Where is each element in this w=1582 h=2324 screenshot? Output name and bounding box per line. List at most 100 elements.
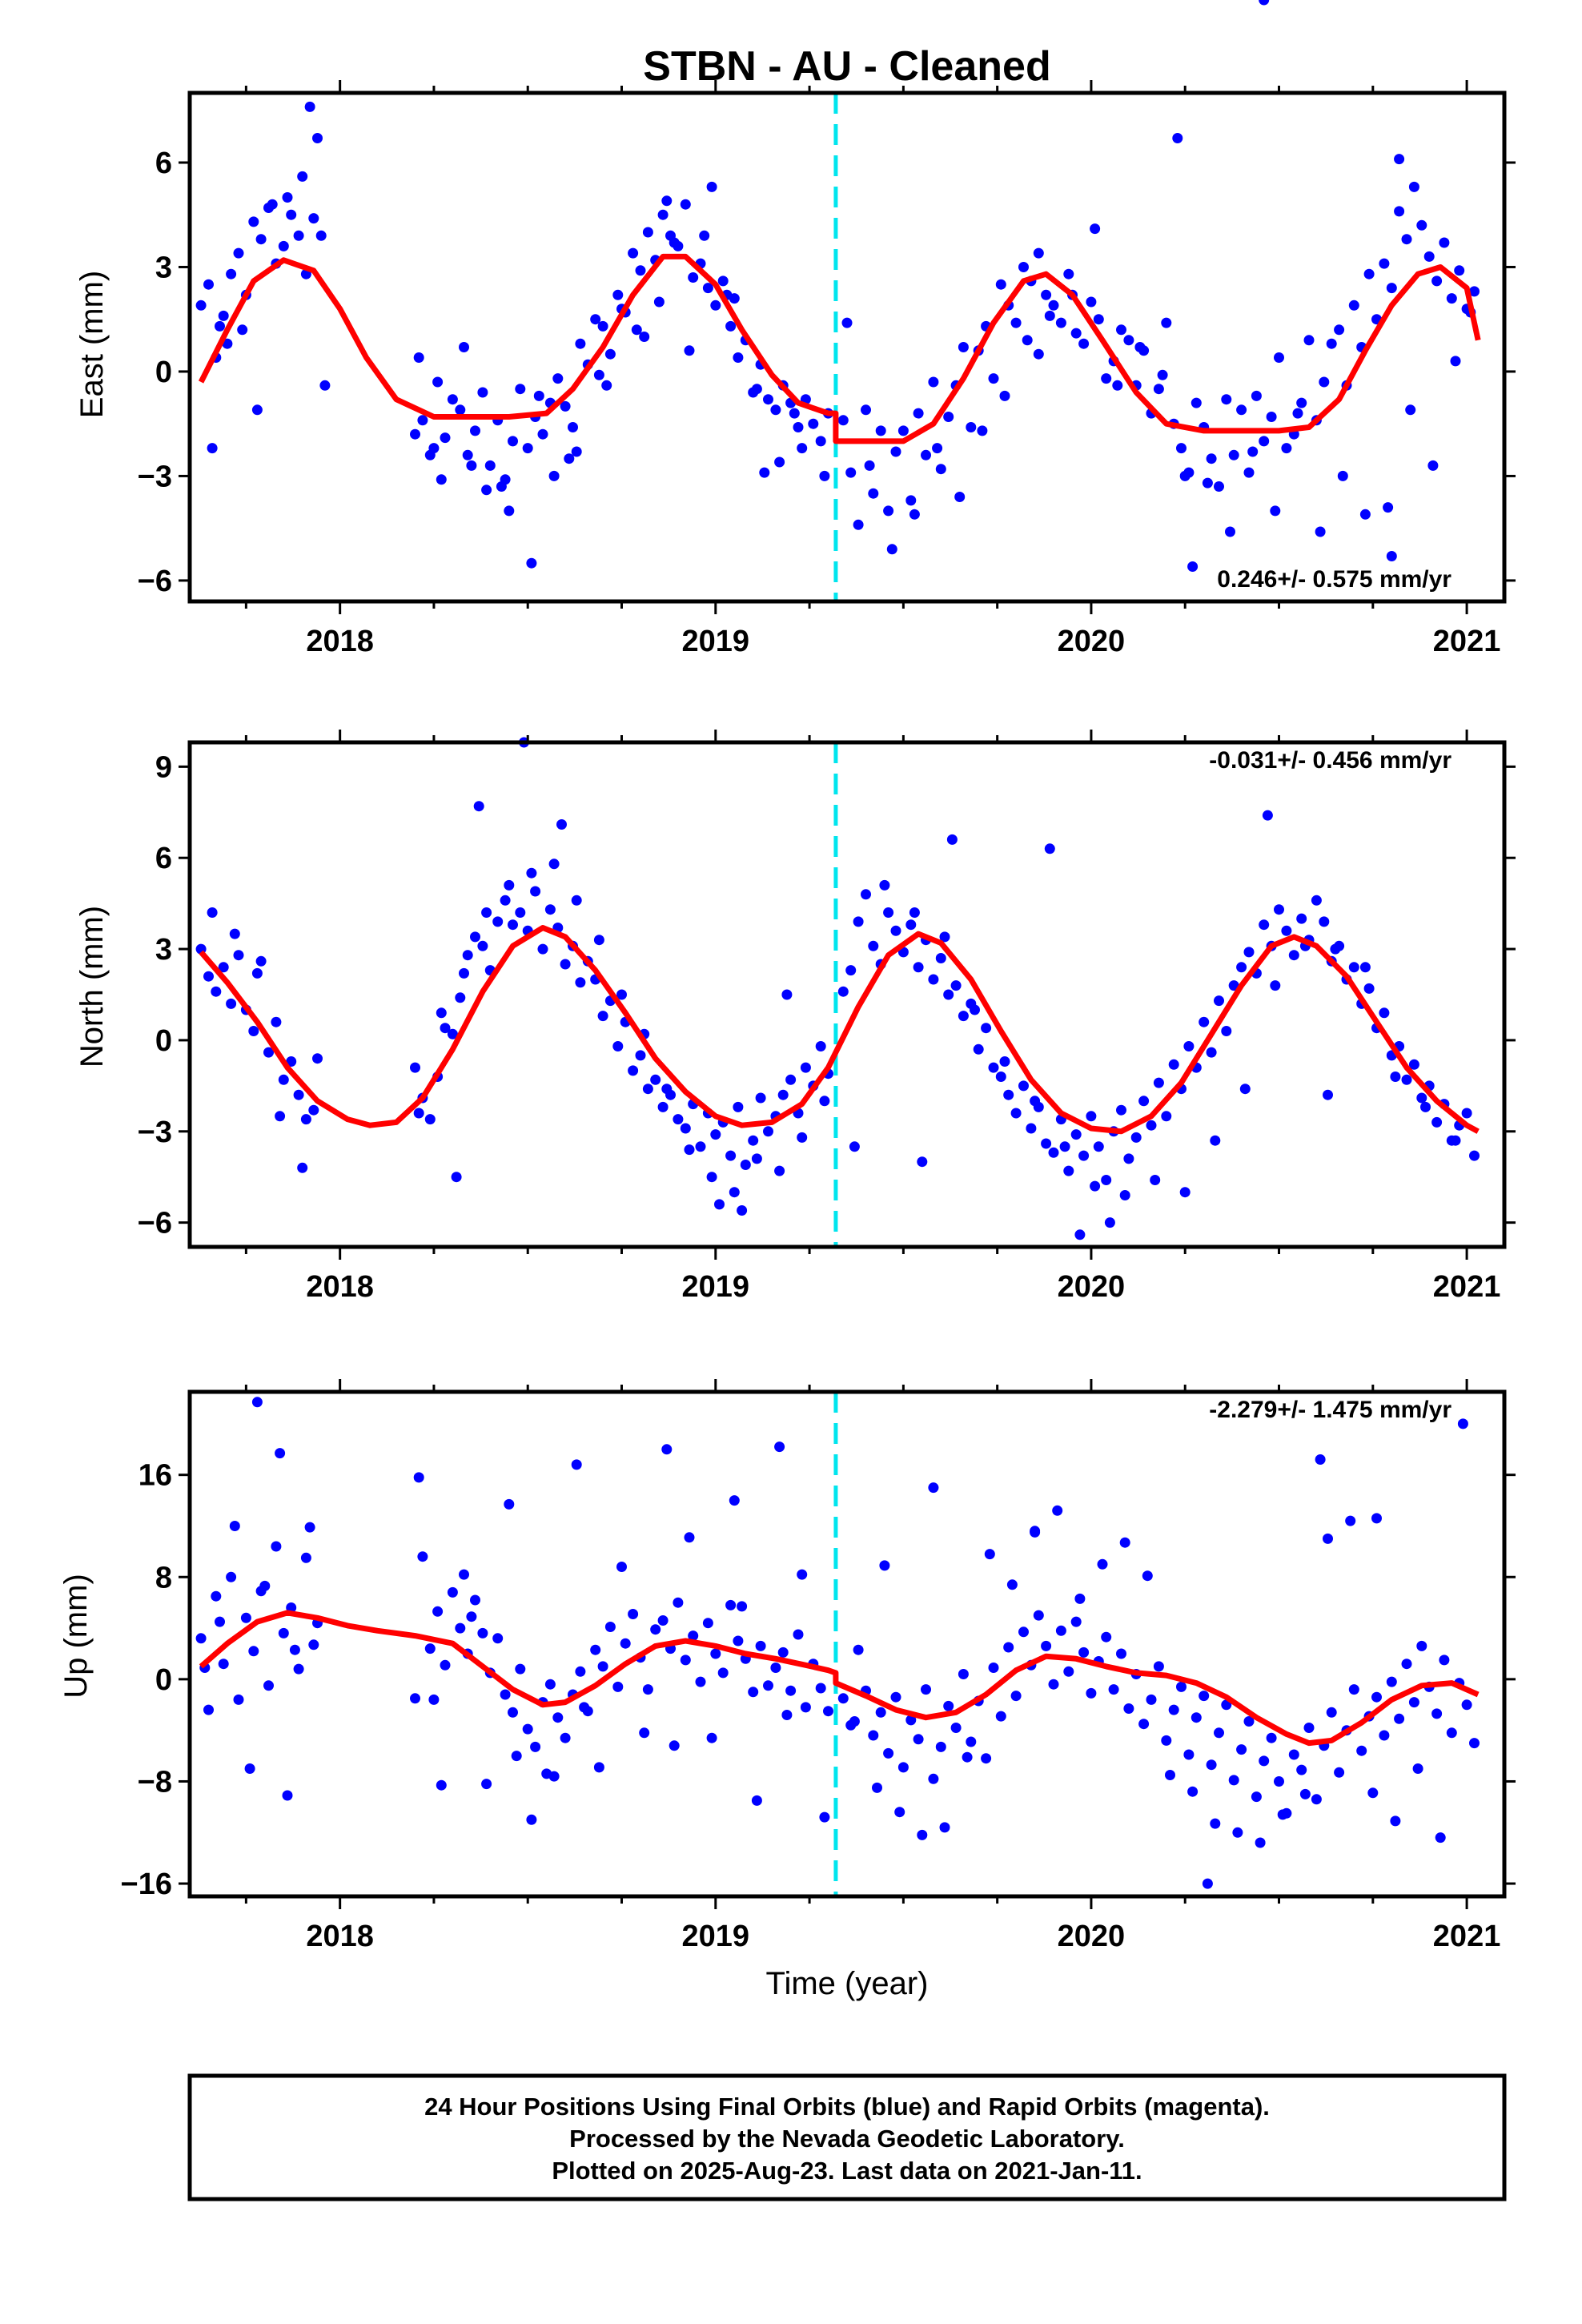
up-ytick-label: 16 [139,1459,172,1493]
north-point [1214,995,1224,1007]
up-point [1153,1661,1164,1672]
up-point [1116,1648,1126,1659]
up-point [304,1522,315,1533]
north-point [1311,895,1322,906]
up-point [1255,1837,1266,1848]
east-point [537,428,548,440]
north-ytick-label: −3 [138,1116,172,1149]
up-point [1010,1691,1022,1702]
up-point [263,1680,274,1691]
north-point [905,919,917,931]
up-point [1416,1640,1427,1651]
north-point [1431,1116,1443,1128]
up-point [515,1663,526,1675]
east-point [1070,328,1082,339]
east-point [1055,317,1066,328]
north-point [740,1160,751,1170]
east-point [1176,443,1186,454]
north-point [1153,1077,1164,1088]
north-point [1168,1059,1179,1070]
north-point [477,940,488,951]
east-point [568,422,578,432]
north-point [1379,1007,1390,1019]
north-point [943,989,954,1000]
up-point [1401,1659,1412,1670]
up-point [1078,1647,1090,1658]
up-point [226,1571,237,1582]
north-point [725,1150,737,1161]
up-point [1055,1625,1066,1636]
up-point [1123,1703,1134,1714]
north-point [233,950,244,961]
north-point [1228,980,1239,991]
east-point [845,467,857,478]
east-point [770,404,781,416]
up-point [1259,0,1270,6]
up-point [1210,1818,1221,1829]
east-point [999,390,1010,401]
up-point [481,1779,492,1790]
east-point [1101,373,1112,384]
up-point [1259,1755,1270,1767]
up-point [211,1590,222,1602]
east-point [1112,380,1123,391]
north-point [849,1141,860,1152]
north-point [255,955,267,967]
up-ylabel: Up (mm) [58,1574,94,1699]
up-xlabel: Time (year) [766,1966,929,2001]
east-point [1153,384,1164,395]
east-point [1123,335,1134,346]
north-point [1359,962,1371,973]
east-point [1214,481,1224,492]
up-point [800,1702,811,1713]
east-point [226,268,237,279]
north-point [1330,943,1341,955]
north-point [1199,1016,1210,1027]
up-xtick-label: 2021 [1433,1920,1501,1953]
up-point [1367,1787,1379,1799]
up-point [725,1599,737,1610]
north-ytick-label: −6 [138,1207,172,1240]
east-point [819,470,830,481]
north-point [1026,1123,1037,1134]
north-point [1408,1059,1419,1070]
east-point [1383,502,1394,513]
north-point [1101,1175,1112,1185]
up-xtick-label: 2020 [1058,1920,1126,1953]
north-point [751,1153,762,1164]
east-ytick-label: −6 [138,565,172,598]
north-ytick-label: 6 [155,842,172,875]
up-point [417,1551,428,1562]
east-point [1022,335,1033,346]
up-point [1386,1676,1397,1687]
up-point [1086,1687,1097,1699]
up-xtick-label: 2019 [682,1920,750,1953]
north-ylabel: North (mm) [74,906,110,1068]
north-point [958,1011,969,1022]
up-point [1033,1610,1044,1621]
east-point [1359,509,1371,520]
north-point [1070,1129,1082,1140]
up-point [522,1723,533,1735]
up-point [424,1643,436,1655]
up-point [511,1751,522,1762]
up-point [1199,1691,1210,1702]
up-point [785,1685,797,1696]
east-point [1179,470,1191,481]
up-point [1048,1679,1059,1690]
east-point [293,230,304,241]
north-point [278,1074,289,1085]
up-point [868,1730,879,1741]
east-point [853,519,864,530]
up-point [1296,1764,1307,1775]
east-point [1247,446,1259,457]
up-point [459,1569,469,1580]
footer-box: 24 Hour Positions Using Final Orbits (bl… [187,2073,1507,2201]
up-point [215,1616,225,1627]
up-point [1469,1738,1480,1749]
up-point [1299,1788,1311,1799]
up-point [939,1822,950,1833]
north-points [195,737,1480,1240]
up-point [849,1716,860,1727]
up-ytick-label: 8 [155,1561,172,1594]
